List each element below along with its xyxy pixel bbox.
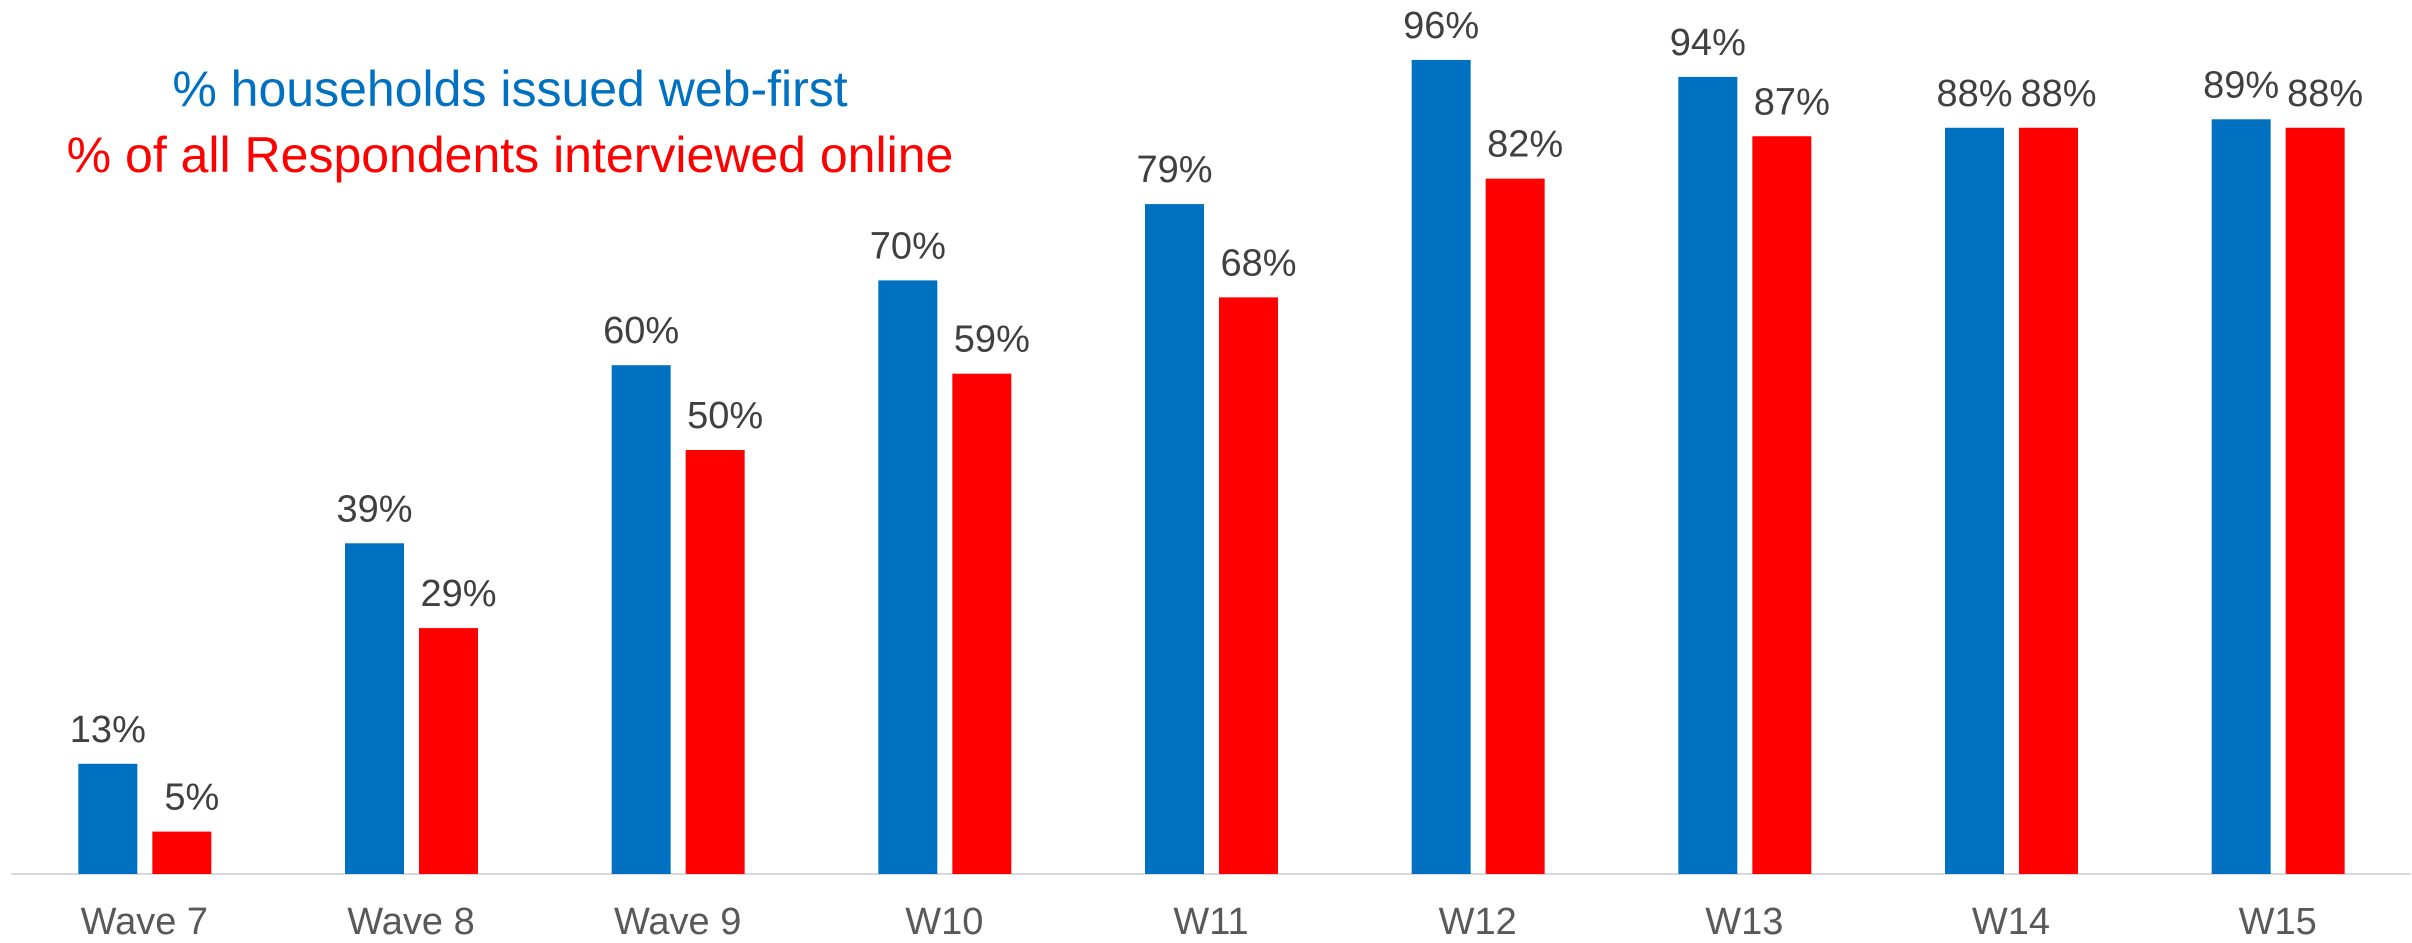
bar <box>2211 119 2271 874</box>
bar <box>1752 136 1812 875</box>
bar <box>1485 178 1545 874</box>
x-tick-label: W15 <box>2239 901 2317 943</box>
data-label: 88% <box>1936 73 2012 115</box>
data-label: 96% <box>1403 5 1479 47</box>
bar <box>345 543 404 874</box>
data-label: 29% <box>420 573 496 615</box>
x-tick-label: W10 <box>905 901 983 943</box>
data-label: 59% <box>954 319 1030 361</box>
bar <box>1145 204 1204 874</box>
x-tick-label: Wave 7 <box>81 901 208 943</box>
x-tick-label: W12 <box>1439 901 1517 943</box>
data-label: 88% <box>2287 73 2363 115</box>
data-label: 13% <box>70 709 146 751</box>
bar <box>685 450 745 874</box>
bar <box>1219 297 1278 874</box>
bar <box>2285 127 2345 874</box>
bar <box>1945 127 2004 874</box>
bar <box>952 373 1012 874</box>
data-label: 88% <box>2020 73 2096 115</box>
data-label: 68% <box>1220 242 1296 284</box>
bar <box>1411 59 1471 875</box>
x-tick-label: Wave 8 <box>347 901 474 943</box>
data-label: 60% <box>603 310 679 352</box>
x-tick-label: Wave 9 <box>614 901 741 943</box>
data-label: 82% <box>1487 124 1563 166</box>
data-label: 89% <box>2203 64 2279 106</box>
bar <box>1678 76 1738 874</box>
data-label: 70% <box>870 225 946 267</box>
bar <box>78 763 138 874</box>
data-label: 87% <box>1754 81 1830 123</box>
legend-entry: % of all Respondents interviewed online <box>67 127 954 183</box>
bar <box>878 280 938 874</box>
x-tick-label: W14 <box>1972 901 2050 943</box>
bar <box>2019 127 2078 874</box>
x-tick-label: W11 <box>1173 901 1248 943</box>
data-label: 50% <box>687 395 763 437</box>
bar <box>152 831 212 874</box>
legend-entry: % households issued web-first <box>172 61 847 117</box>
data-label: 5% <box>164 777 219 819</box>
data-label: 39% <box>336 488 412 530</box>
data-label: 94% <box>1670 22 1746 64</box>
x-tick-label: W13 <box>1705 901 1783 943</box>
bar <box>419 628 478 874</box>
bar <box>611 365 671 874</box>
data-label: 79% <box>1136 149 1212 191</box>
